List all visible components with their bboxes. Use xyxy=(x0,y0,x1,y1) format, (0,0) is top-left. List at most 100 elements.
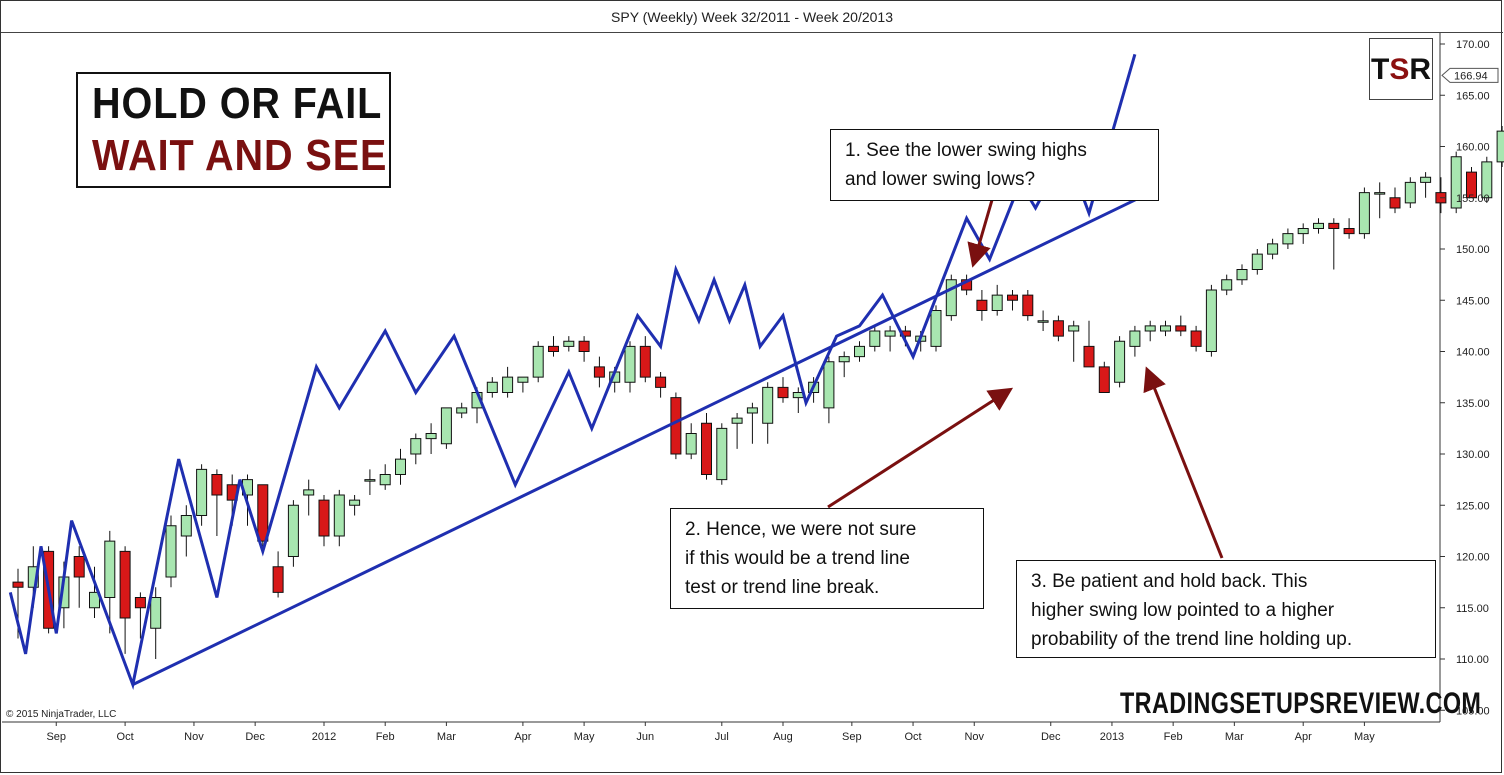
x-tick-label: Feb xyxy=(376,731,395,743)
candle-up xyxy=(486,381,498,393)
candle-down xyxy=(1328,222,1340,229)
x-tick-label: May xyxy=(574,731,595,743)
y-tick-label: 140.00 xyxy=(1456,347,1490,359)
y-tick-label: 105.00 xyxy=(1456,705,1490,717)
candle-up xyxy=(1313,222,1324,229)
candlesticks xyxy=(12,126,1504,659)
y-tick-label: 125.00 xyxy=(1456,500,1490,512)
y-tick-label: 170.00 xyxy=(1456,39,1490,51)
x-tick-label: Mar xyxy=(437,731,456,743)
candle-down xyxy=(1083,345,1095,368)
candle-up xyxy=(440,407,452,445)
candle-down xyxy=(593,366,605,378)
candle-up xyxy=(1450,156,1462,209)
candle-up xyxy=(150,597,162,629)
candle-up xyxy=(104,540,116,598)
candle-up xyxy=(884,330,896,337)
candle-up xyxy=(869,330,881,347)
x-tick-label: Oct xyxy=(904,731,921,743)
candle-up xyxy=(823,361,835,409)
x-tick-label: Apr xyxy=(514,731,531,743)
candle-up xyxy=(1236,269,1248,281)
y-tick-label: 145.00 xyxy=(1456,295,1490,307)
candle-up xyxy=(1496,130,1504,163)
annotation-2: 2. Hence, we were not sure if this would… xyxy=(670,508,984,609)
candle-up xyxy=(1358,192,1370,235)
y-tick-label: 120.00 xyxy=(1456,552,1490,564)
x-tick-label: Jun xyxy=(636,731,654,743)
swing-lines xyxy=(8,53,1151,691)
chart-title: SPY (Weekly) Week 32/2011 - Week 20/2013 xyxy=(1,1,1503,33)
candle-up xyxy=(456,407,468,414)
candle-up xyxy=(425,433,437,440)
candle-up xyxy=(1144,325,1156,332)
candle-down xyxy=(73,556,85,578)
candle-down xyxy=(134,597,146,609)
candle-up xyxy=(502,376,514,393)
annotation-3-line-2: higher swing low pointed to a higher xyxy=(1031,600,1335,621)
x-tick-label: Nov xyxy=(184,731,204,743)
candle-up xyxy=(410,438,422,455)
candle-down xyxy=(1190,330,1202,347)
candle-up xyxy=(762,386,774,424)
x-axis: Sep Oct Nov Dec 2012 Feb Mar Apr May Jun Jul Aug Sep… xyxy=(46,722,1375,743)
candle-up xyxy=(349,499,361,506)
y-tick-label: 150.00 xyxy=(1456,244,1490,256)
arrow-2 xyxy=(827,387,1014,509)
logo-letter-t: T xyxy=(1370,53,1390,86)
candle-up xyxy=(746,407,758,414)
annotation-2-line-2: if this would be a trend line xyxy=(685,548,910,569)
candle-up xyxy=(1481,161,1493,199)
candle-up xyxy=(1068,325,1080,332)
x-tick-label: Apr xyxy=(1295,731,1312,743)
candle-up xyxy=(1251,253,1263,270)
annotation-1-line-2: and lower swing lows? xyxy=(845,169,1036,190)
candle-down xyxy=(655,376,667,388)
candle-up xyxy=(1114,340,1126,383)
candle-down xyxy=(211,474,223,496)
candle-down xyxy=(670,397,682,455)
x-tick-label: Nov xyxy=(964,731,984,743)
candle-up xyxy=(532,345,544,378)
candle-down xyxy=(257,484,269,542)
candle-down xyxy=(1466,171,1477,199)
x-tick-label: 2012 xyxy=(312,731,336,743)
x-tick-label: Sep xyxy=(46,731,66,743)
x-tick-label: 2013 xyxy=(1100,731,1124,743)
y-tick-label: 115.00 xyxy=(1456,603,1489,615)
candle-up xyxy=(180,515,192,537)
y-tick-label: 155.00 xyxy=(1456,193,1490,205)
candle-up xyxy=(930,310,942,347)
y-tick-label: 110.00 xyxy=(1456,654,1489,666)
y-axis: 105.00 110.00 115.00 120.00 125.00 130.00 135.… xyxy=(1440,39,1499,717)
candle-down xyxy=(578,340,590,352)
y-tick-label: 160.00 xyxy=(1456,142,1490,154)
candle-up xyxy=(563,340,575,347)
candle-up xyxy=(792,392,804,399)
x-tick-label: Dec xyxy=(1041,731,1061,743)
x-tick-label: Jul xyxy=(715,731,729,743)
candle-down xyxy=(12,581,24,588)
annotation-arrows xyxy=(827,199,1224,559)
candle-up xyxy=(1221,279,1233,291)
candle-down xyxy=(1389,197,1401,209)
candle-up xyxy=(1267,243,1279,255)
last-price-label: 166.94 xyxy=(1454,70,1488,82)
candle-up xyxy=(364,479,376,482)
candle-up xyxy=(379,474,391,486)
candle-down xyxy=(1175,325,1187,332)
candle-up xyxy=(27,566,39,588)
annotation-1: 1. See the lower swing highs and lower s… xyxy=(830,129,1159,201)
candle-up xyxy=(303,489,315,496)
candle-down xyxy=(1022,294,1034,317)
logo-letter-s: S xyxy=(1389,53,1410,86)
headline-secondary: WAIT AND SEE xyxy=(92,131,388,180)
y-tick-label: 135.00 xyxy=(1456,398,1490,410)
candle-up xyxy=(1205,289,1217,352)
candle-up xyxy=(165,525,177,578)
annotation-1-line-1: 1. See the lower swing highs xyxy=(845,140,1087,161)
annotation-3-line-3: probability of the trend line holding up… xyxy=(1031,629,1353,650)
candle-up xyxy=(1160,325,1171,332)
x-tick-label: May xyxy=(1354,731,1375,743)
candle-up xyxy=(945,279,957,317)
